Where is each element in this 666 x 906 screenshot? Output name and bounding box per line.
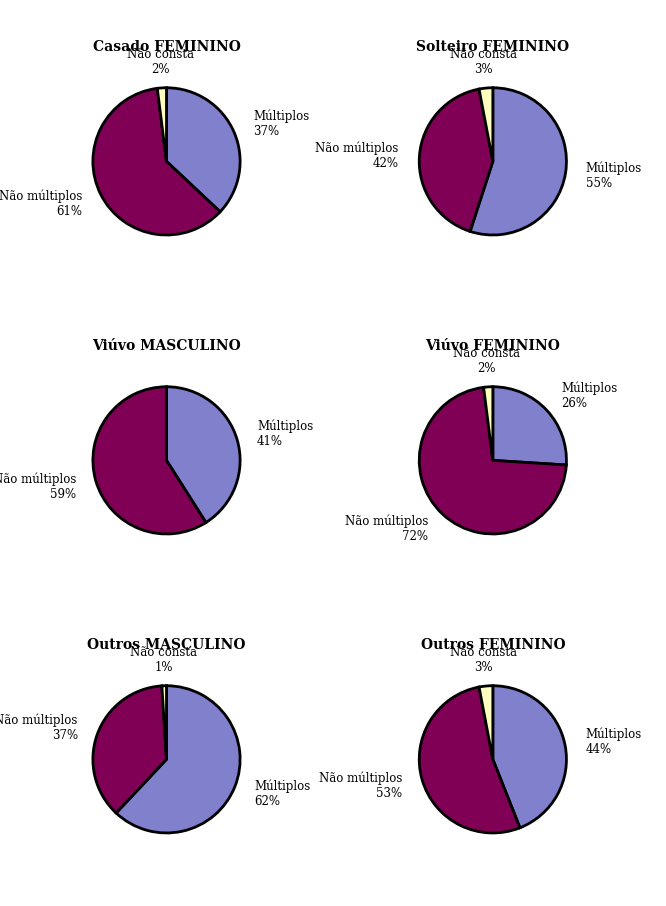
- Wedge shape: [419, 388, 566, 534]
- Text: Múltiplos
26%: Múltiplos 26%: [561, 381, 618, 410]
- Text: Múltiplos
44%: Múltiplos 44%: [585, 728, 641, 756]
- Wedge shape: [162, 686, 166, 759]
- Wedge shape: [93, 89, 220, 235]
- Text: Não múltiplos
72%: Não múltiplos 72%: [345, 515, 428, 544]
- Wedge shape: [419, 89, 493, 231]
- Text: Não consta
2%: Não consta 2%: [453, 347, 520, 375]
- Wedge shape: [166, 88, 240, 212]
- Text: Não múltiplos
59%: Não múltiplos 59%: [0, 472, 76, 501]
- Wedge shape: [116, 686, 240, 833]
- Text: Não múltiplos
53%: Não múltiplos 53%: [319, 771, 402, 800]
- Wedge shape: [479, 686, 493, 759]
- Text: Solteiro FEMININO: Solteiro FEMININO: [416, 40, 569, 54]
- Text: Múltiplos
37%: Múltiplos 37%: [253, 110, 309, 139]
- Wedge shape: [157, 88, 166, 161]
- Text: Outros MASCULINO: Outros MASCULINO: [87, 638, 246, 652]
- Wedge shape: [93, 686, 166, 813]
- Text: Viúvo FEMININO: Viúvo FEMININO: [426, 339, 560, 353]
- Wedge shape: [419, 687, 520, 833]
- Wedge shape: [493, 387, 567, 465]
- Wedge shape: [493, 686, 567, 828]
- Text: Viúvo MASCULINO: Viúvo MASCULINO: [92, 339, 241, 353]
- Text: Não múltiplos
37%: Não múltiplos 37%: [0, 713, 78, 742]
- Wedge shape: [479, 88, 493, 161]
- Text: Outros FEMININO: Outros FEMININO: [420, 638, 565, 652]
- Text: Não consta
3%: Não consta 3%: [450, 646, 517, 674]
- Text: Não consta
2%: Não consta 2%: [127, 48, 194, 76]
- Text: Não consta
3%: Não consta 3%: [450, 48, 517, 76]
- Text: Múltiplos
62%: Múltiplos 62%: [254, 780, 310, 808]
- Wedge shape: [166, 387, 240, 523]
- Text: Múltiplos
41%: Múltiplos 41%: [257, 419, 313, 448]
- Text: Múltiplos
55%: Múltiplos 55%: [586, 162, 642, 190]
- Wedge shape: [93, 387, 206, 534]
- Wedge shape: [470, 88, 567, 235]
- Text: Não múltiplos
61%: Não múltiplos 61%: [0, 190, 83, 218]
- Text: Não consta
1%: Não consta 1%: [130, 646, 197, 674]
- Text: Casado FEMININO: Casado FEMININO: [93, 40, 240, 54]
- Wedge shape: [484, 387, 493, 460]
- Text: Não múltiplos
42%: Não múltiplos 42%: [316, 141, 399, 169]
